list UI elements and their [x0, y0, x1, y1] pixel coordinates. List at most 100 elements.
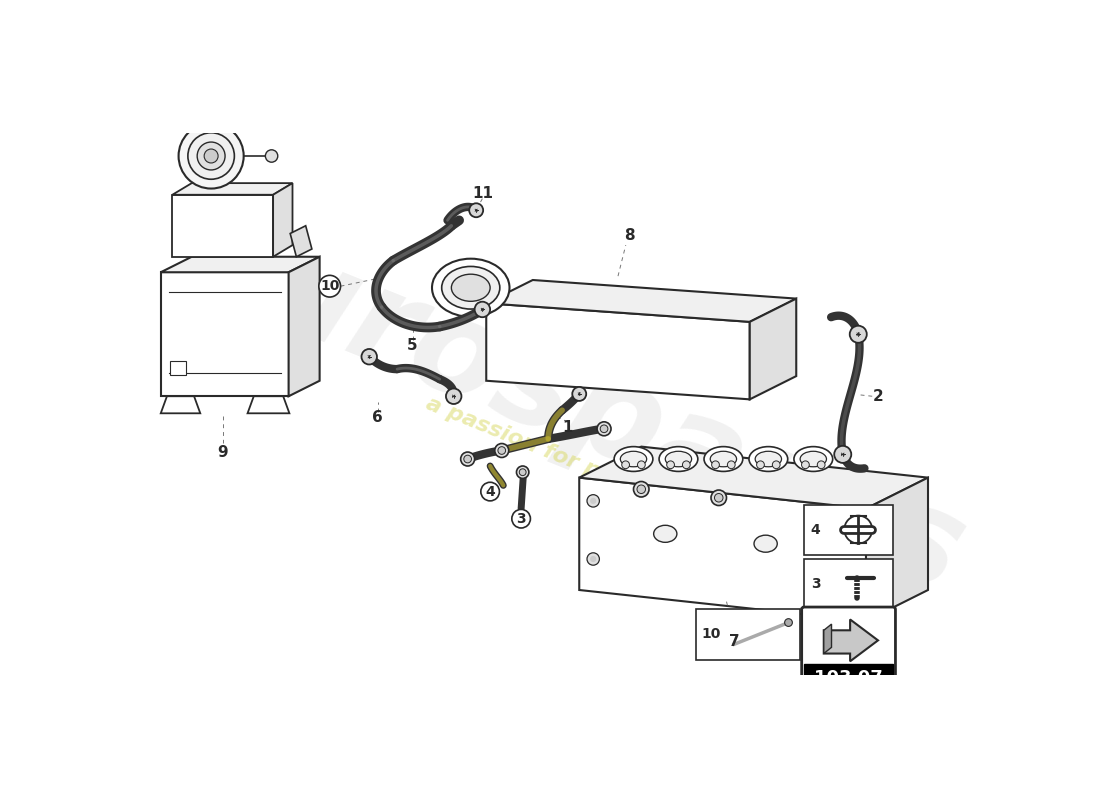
Circle shape	[362, 349, 377, 365]
Circle shape	[470, 203, 483, 218]
Text: 103 07: 103 07	[814, 669, 883, 686]
Polygon shape	[804, 664, 893, 690]
Polygon shape	[866, 478, 928, 621]
FancyBboxPatch shape	[804, 505, 893, 555]
Circle shape	[590, 498, 596, 504]
Circle shape	[849, 326, 867, 342]
Circle shape	[265, 150, 278, 162]
Ellipse shape	[442, 266, 499, 309]
Text: 5: 5	[407, 338, 418, 354]
Ellipse shape	[749, 446, 788, 471]
Circle shape	[601, 425, 608, 433]
FancyBboxPatch shape	[170, 362, 186, 375]
Text: 1: 1	[562, 420, 573, 434]
Circle shape	[834, 446, 851, 463]
Ellipse shape	[659, 446, 697, 471]
Text: 7: 7	[729, 634, 739, 650]
Ellipse shape	[754, 535, 778, 552]
Text: 3: 3	[516, 512, 526, 526]
Text: eurospares: eurospares	[161, 189, 982, 619]
Text: 4: 4	[485, 485, 495, 498]
Circle shape	[621, 461, 629, 469]
Circle shape	[757, 461, 764, 469]
Circle shape	[637, 485, 646, 494]
Circle shape	[772, 461, 780, 469]
Circle shape	[481, 482, 499, 501]
Circle shape	[634, 482, 649, 497]
Ellipse shape	[653, 526, 676, 542]
Ellipse shape	[800, 451, 826, 466]
Polygon shape	[580, 478, 866, 621]
Text: 10: 10	[320, 279, 340, 294]
Circle shape	[784, 618, 792, 626]
Circle shape	[845, 516, 872, 543]
Ellipse shape	[614, 446, 653, 471]
Ellipse shape	[756, 451, 781, 466]
Ellipse shape	[704, 446, 742, 471]
Circle shape	[319, 275, 341, 297]
Ellipse shape	[794, 446, 833, 471]
Polygon shape	[580, 446, 928, 509]
Text: 3: 3	[811, 577, 821, 590]
Circle shape	[572, 387, 586, 401]
Circle shape	[464, 455, 472, 463]
Circle shape	[519, 469, 526, 476]
Circle shape	[587, 494, 600, 507]
FancyBboxPatch shape	[802, 607, 895, 693]
Circle shape	[727, 461, 735, 469]
Ellipse shape	[620, 451, 647, 466]
Polygon shape	[288, 257, 320, 396]
Circle shape	[667, 461, 674, 469]
Circle shape	[446, 389, 462, 404]
FancyBboxPatch shape	[695, 610, 800, 660]
Text: 2: 2	[872, 389, 883, 404]
Text: 11: 11	[472, 186, 493, 201]
Circle shape	[802, 461, 810, 469]
Ellipse shape	[451, 274, 491, 302]
Ellipse shape	[711, 451, 737, 466]
Polygon shape	[161, 272, 288, 396]
Polygon shape	[290, 226, 312, 257]
Circle shape	[682, 461, 690, 469]
Text: 8: 8	[625, 227, 635, 242]
Text: 4: 4	[811, 522, 821, 537]
Text: 10: 10	[702, 627, 721, 641]
Ellipse shape	[666, 451, 692, 466]
Circle shape	[836, 584, 849, 596]
Circle shape	[638, 461, 646, 469]
Polygon shape	[486, 303, 750, 399]
Polygon shape	[173, 194, 273, 257]
Circle shape	[495, 443, 508, 458]
Circle shape	[711, 490, 726, 506]
Polygon shape	[161, 257, 320, 272]
Circle shape	[498, 446, 506, 454]
Text: a passion for parts since 1985: a passion for parts since 1985	[424, 394, 782, 554]
Circle shape	[597, 422, 611, 436]
FancyBboxPatch shape	[804, 559, 893, 610]
Polygon shape	[824, 619, 878, 662]
Text: 9: 9	[218, 446, 228, 460]
Circle shape	[817, 461, 825, 469]
Circle shape	[517, 466, 529, 478]
Polygon shape	[161, 396, 200, 414]
Circle shape	[587, 553, 600, 565]
Text: 6: 6	[373, 410, 383, 426]
Circle shape	[715, 494, 723, 502]
Circle shape	[178, 123, 244, 189]
Circle shape	[197, 142, 226, 170]
Circle shape	[836, 526, 849, 538]
Circle shape	[188, 133, 234, 179]
Circle shape	[590, 556, 596, 562]
Polygon shape	[824, 624, 832, 654]
Circle shape	[839, 587, 846, 593]
Ellipse shape	[432, 258, 509, 317]
Polygon shape	[248, 396, 289, 414]
Circle shape	[512, 510, 530, 528]
Polygon shape	[486, 280, 796, 322]
Circle shape	[474, 302, 491, 318]
Polygon shape	[173, 183, 293, 194]
Polygon shape	[273, 183, 293, 257]
Circle shape	[839, 529, 846, 535]
Circle shape	[712, 461, 719, 469]
Circle shape	[205, 149, 218, 163]
